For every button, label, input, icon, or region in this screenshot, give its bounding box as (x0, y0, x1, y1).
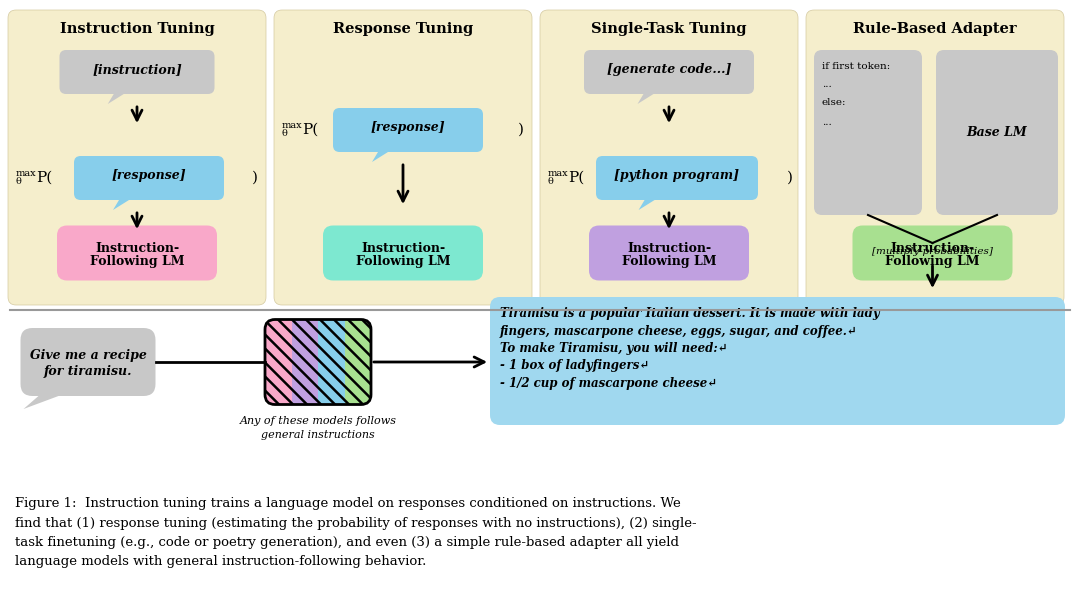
Text: Following LM: Following LM (355, 255, 450, 269)
Text: ): ) (252, 171, 258, 185)
Text: else:: else: (822, 98, 847, 107)
Text: P(: P( (36, 171, 52, 185)
Text: Instruction-: Instruction- (890, 242, 974, 255)
FancyBboxPatch shape (292, 320, 319, 405)
FancyBboxPatch shape (57, 226, 217, 280)
FancyBboxPatch shape (852, 226, 1013, 280)
Text: Base LM: Base LM (967, 126, 1027, 139)
Text: Instruction-: Instruction- (361, 242, 445, 255)
Text: max: max (16, 170, 37, 178)
Polygon shape (113, 200, 129, 210)
FancyBboxPatch shape (21, 328, 156, 396)
Polygon shape (372, 152, 388, 162)
FancyBboxPatch shape (274, 10, 532, 305)
FancyBboxPatch shape (265, 320, 292, 405)
Text: Following LM: Following LM (886, 255, 980, 269)
Text: θ: θ (282, 130, 288, 138)
Text: Give me a recipe: Give me a recipe (29, 349, 147, 362)
Text: Following LM: Following LM (90, 255, 185, 269)
FancyBboxPatch shape (584, 50, 754, 94)
Text: ...: ... (822, 118, 832, 127)
Text: general instructions: general instructions (261, 429, 375, 440)
Text: Instruction-: Instruction- (95, 242, 179, 255)
FancyBboxPatch shape (936, 50, 1058, 215)
Polygon shape (637, 94, 653, 104)
Text: Rule-Based Adapter: Rule-Based Adapter (853, 22, 1016, 36)
FancyBboxPatch shape (318, 320, 345, 405)
Text: θ: θ (548, 178, 554, 186)
Text: θ: θ (16, 178, 22, 186)
FancyBboxPatch shape (59, 50, 215, 94)
Text: Response Tuning: Response Tuning (333, 22, 473, 36)
Text: Tiramisu is a popular Italian dessert. It is made with lady
fingers, mascarpone : Tiramisu is a popular Italian dessert. I… (500, 307, 880, 390)
FancyBboxPatch shape (596, 156, 758, 200)
Polygon shape (108, 94, 124, 104)
Text: Instruction-: Instruction- (626, 242, 711, 255)
Text: [generate code...]: [generate code...] (607, 63, 731, 76)
Text: if first token:: if first token: (822, 62, 890, 71)
FancyBboxPatch shape (806, 10, 1064, 305)
FancyBboxPatch shape (490, 297, 1065, 425)
FancyBboxPatch shape (323, 226, 483, 280)
Text: Following LM: Following LM (622, 255, 716, 269)
Text: Single-Task Tuning: Single-Task Tuning (591, 22, 746, 36)
Text: Any of these models follows: Any of these models follows (240, 416, 396, 426)
FancyBboxPatch shape (333, 108, 483, 152)
Text: [response]: [response] (370, 122, 445, 135)
Polygon shape (24, 396, 58, 409)
FancyBboxPatch shape (345, 320, 372, 405)
Text: [python program]: [python program] (615, 170, 740, 183)
Polygon shape (638, 200, 654, 210)
FancyBboxPatch shape (8, 10, 266, 305)
Text: P(: P( (568, 171, 584, 185)
Text: [instruction]: [instruction] (92, 63, 181, 76)
FancyBboxPatch shape (540, 10, 798, 305)
Text: ): ) (787, 171, 793, 185)
Text: [multiply probabilities]: [multiply probabilities] (872, 247, 993, 256)
Text: P(: P( (302, 123, 319, 137)
FancyBboxPatch shape (75, 156, 224, 200)
FancyBboxPatch shape (589, 226, 750, 280)
Text: for tiramisu.: for tiramisu. (44, 365, 132, 378)
Text: ): ) (518, 123, 524, 137)
Text: [response]: [response] (111, 170, 187, 183)
FancyBboxPatch shape (814, 50, 922, 215)
Text: ...: ... (822, 80, 832, 89)
Text: Figure 1:  Instruction tuning trains a language model on responses conditioned o: Figure 1: Instruction tuning trains a la… (15, 497, 697, 568)
Text: max: max (548, 170, 569, 178)
Text: Instruction Tuning: Instruction Tuning (59, 22, 214, 36)
Text: max: max (282, 122, 302, 130)
